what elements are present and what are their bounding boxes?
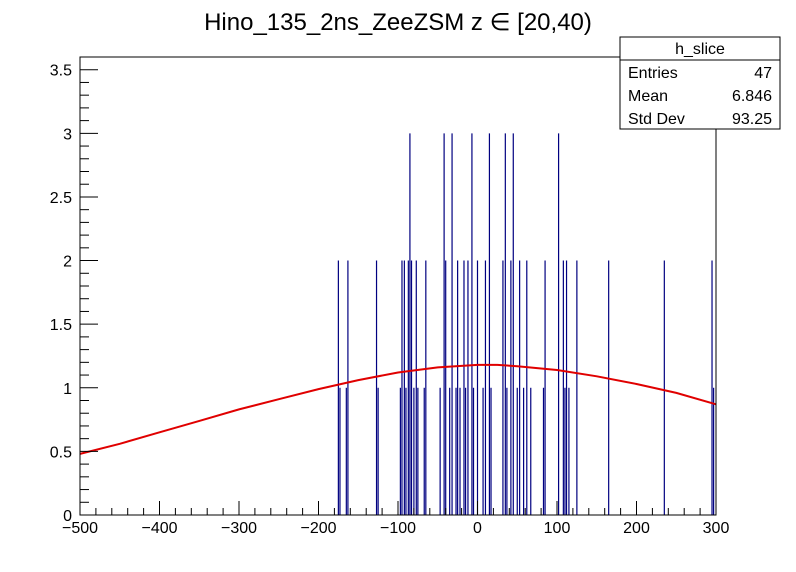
y-tick-label: 1: [63, 381, 72, 398]
y-tick-label: 3.5: [50, 63, 72, 80]
stats-box-frame: [619, 36, 781, 130]
stats-entries-value: 47: [754, 65, 772, 82]
y-tick-label: 3: [63, 126, 72, 143]
y-tick-label: 0.5: [50, 444, 72, 461]
x-axis: −500 −400 −300 −200 −100 0 100 200 300: [62, 501, 729, 537]
histogram-bars: [337, 133, 715, 515]
x-tick-label: 100: [544, 520, 571, 537]
x-tick-label: −100: [380, 520, 416, 537]
x-tick-label: 300: [703, 520, 730, 537]
stats-stddev-label: Std Dev: [628, 111, 685, 128]
x-tick-label: −200: [300, 520, 336, 537]
stats-entries-label: Entries: [628, 65, 678, 82]
stats-mean-label: Mean: [628, 88, 668, 105]
chart-title: Hino_135_2ns_ZeeZSM z ∈ [20,40): [204, 9, 592, 36]
y-axis: 0 0.5 1 1.5 2 2.5 3 3.5: [50, 56, 98, 525]
stats-box: h_slice Entries 47 Mean 6.846 Std Dev 93…: [619, 36, 781, 130]
stats-box-title: h_slice: [675, 41, 725, 58]
fit-curve: [79, 363, 717, 455]
y-tick-label: 2: [63, 254, 72, 271]
stats-mean-value: 6.846: [732, 88, 772, 105]
y-tick-label: 2.5: [50, 190, 72, 207]
y-tick-label: 1.5: [50, 317, 72, 334]
x-tick-label: −300: [221, 520, 257, 537]
x-tick-label: 0: [473, 520, 482, 537]
stats-stddev-value: 93.25: [732, 111, 772, 128]
x-tick-label: 200: [623, 520, 650, 537]
x-tick-label: −500: [62, 520, 98, 537]
y-tick-label: 0: [63, 508, 72, 525]
x-tick-label: −400: [141, 520, 177, 537]
